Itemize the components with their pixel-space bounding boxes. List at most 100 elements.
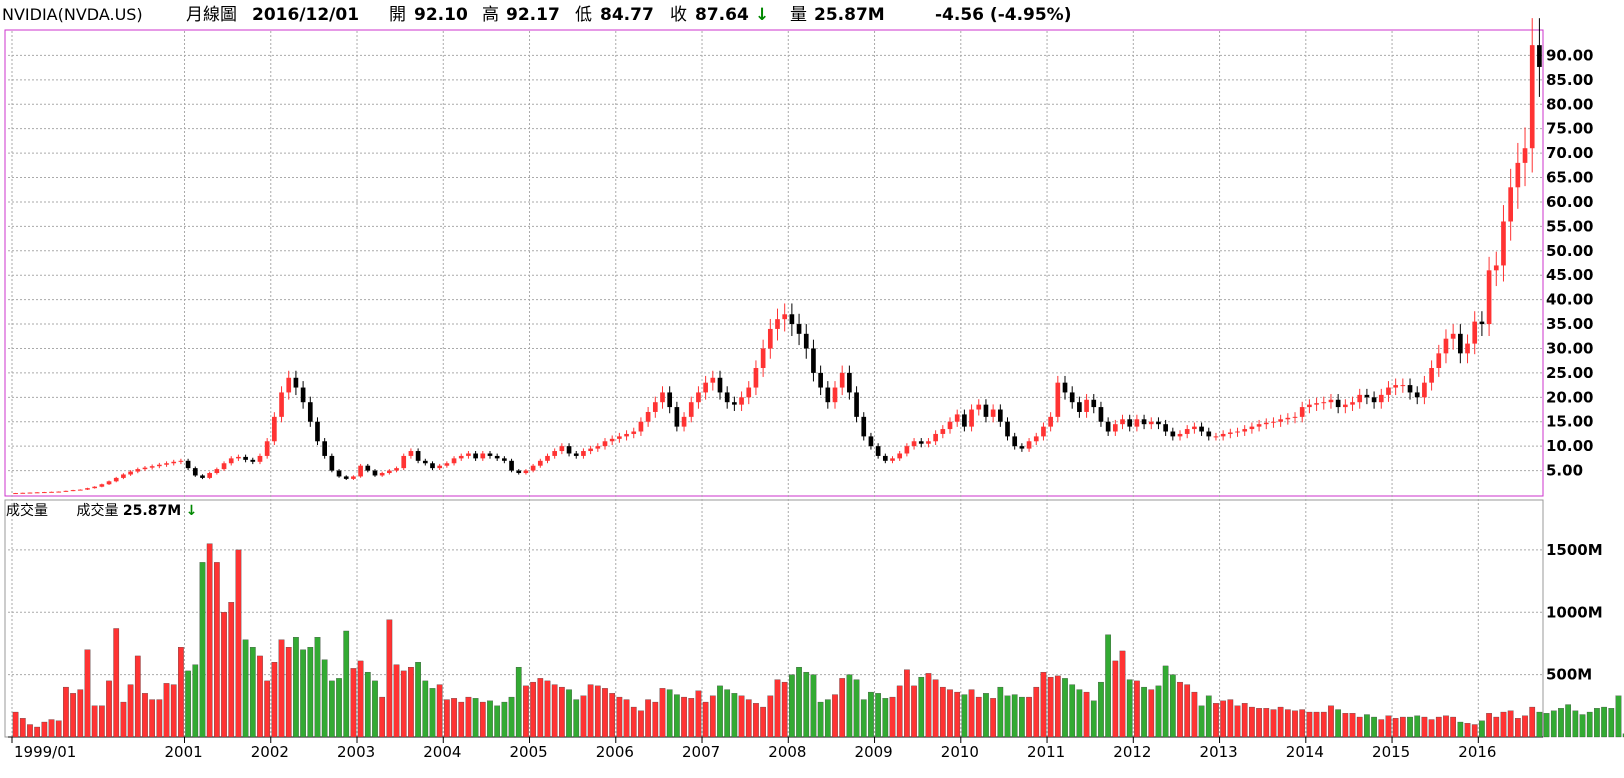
candle-body — [49, 491, 54, 493]
candle-body — [257, 455, 263, 462]
volume-bar — [781, 681, 788, 738]
candle-body — [624, 433, 629, 437]
candle-body — [609, 438, 615, 442]
close-value: 87.64 — [695, 5, 749, 25]
volume-bar — [293, 637, 299, 738]
candle-body — [976, 404, 982, 410]
volume-bar — [904, 669, 910, 738]
volume-bar — [702, 701, 709, 738]
volume-bar — [860, 699, 867, 738]
volume-bar — [1378, 719, 1385, 738]
volume-bar — [1471, 724, 1478, 738]
volume-bar — [99, 705, 105, 738]
volume-bar — [501, 701, 508, 738]
volume-bar — [1364, 714, 1370, 738]
candle-body — [272, 416, 277, 442]
volume-legend: 成交量 成交量 25.87M ↓ — [6, 500, 197, 520]
candle-body — [1450, 333, 1456, 339]
volume-bar — [623, 699, 630, 738]
price-tick-label: 75.00 — [1546, 120, 1593, 138]
candle-body — [1429, 368, 1434, 383]
volume-bar — [1083, 691, 1090, 738]
candle-body — [444, 463, 450, 466]
volume-bar — [235, 549, 242, 738]
candle-body — [1005, 421, 1010, 437]
candle-body — [1220, 433, 1226, 437]
volume-bar — [1349, 713, 1356, 738]
volume-bar — [1507, 710, 1514, 738]
candle-body — [1263, 422, 1269, 425]
volume-bar — [1040, 671, 1047, 738]
x-tick-label: 2004 — [423, 743, 461, 761]
volume-tick-label: 500M — [1546, 666, 1592, 684]
volume-bar — [508, 696, 515, 738]
volume-bar — [724, 689, 731, 738]
price-tick-label: 90.00 — [1546, 46, 1593, 64]
candle-body — [652, 402, 658, 412]
x-tick-label: 2001 — [165, 743, 203, 761]
candle-body — [1414, 392, 1420, 398]
volume-bar — [386, 619, 393, 738]
volume-bar — [1328, 705, 1334, 738]
volume-panel-title: 成交量 — [6, 503, 48, 519]
price-tick-label: 40.00 — [1546, 291, 1593, 309]
volume-bar — [307, 647, 314, 738]
candle-body — [343, 476, 349, 479]
candle-body — [775, 319, 780, 329]
candle-body — [1235, 431, 1240, 433]
high-value: 92.17 — [506, 5, 560, 25]
volume-bar — [1306, 711, 1313, 738]
volume-bar — [566, 689, 572, 738]
candle-body — [92, 486, 97, 489]
volume-bar — [1076, 689, 1083, 738]
volume-bar — [688, 698, 695, 738]
volume-bar — [221, 612, 227, 738]
volume-bar — [1601, 706, 1607, 738]
candle-body — [1364, 394, 1370, 398]
candle-body — [286, 377, 292, 393]
candle-body — [1307, 404, 1312, 408]
x-tick-label: 2014 — [1286, 743, 1324, 761]
candle-body — [408, 451, 414, 456]
volume-bar — [515, 666, 522, 738]
volume-bar — [1205, 695, 1212, 738]
volume-bar — [803, 671, 810, 738]
price-panel-frame — [4, 29, 1544, 497]
volume-bar — [336, 678, 342, 738]
volume-bar — [156, 699, 163, 738]
volume-bar — [1184, 684, 1191, 738]
volume-bar — [1392, 718, 1399, 738]
candle-body — [401, 455, 407, 469]
price-tick-label: 80.00 — [1546, 95, 1593, 113]
candle-body — [688, 402, 694, 417]
volume-bar — [1141, 686, 1147, 738]
volume-bar — [1313, 711, 1320, 738]
volume-bar — [34, 726, 41, 738]
volume-label: 量 — [790, 5, 807, 25]
volume-bar — [458, 701, 465, 738]
candle-body — [516, 470, 522, 474]
volume-bar — [48, 719, 55, 738]
candle-body — [767, 328, 773, 349]
volume-bar — [1335, 709, 1341, 738]
candle-body — [279, 392, 284, 417]
x-tick-label: 2009 — [855, 743, 893, 761]
candle-body — [732, 402, 737, 405]
candle-body — [1486, 270, 1492, 325]
price-tick-label: 70.00 — [1546, 144, 1593, 162]
volume-bar — [1011, 694, 1018, 738]
candle-body — [818, 372, 823, 388]
volume-bar — [1004, 695, 1011, 738]
candle-body — [1537, 45, 1542, 67]
volume-bar — [1443, 715, 1449, 738]
candle-body — [1148, 421, 1154, 425]
x-tick-label: 2013 — [1200, 743, 1238, 761]
volume-bar — [594, 685, 601, 738]
volume-bar — [1457, 721, 1464, 738]
volume-tick-label: 1000M — [1546, 603, 1603, 621]
volume-bar — [1522, 715, 1528, 738]
volume-bar — [1421, 716, 1428, 738]
volume-bar — [630, 706, 637, 738]
volume-bar — [170, 684, 177, 738]
candle-body — [422, 460, 428, 464]
